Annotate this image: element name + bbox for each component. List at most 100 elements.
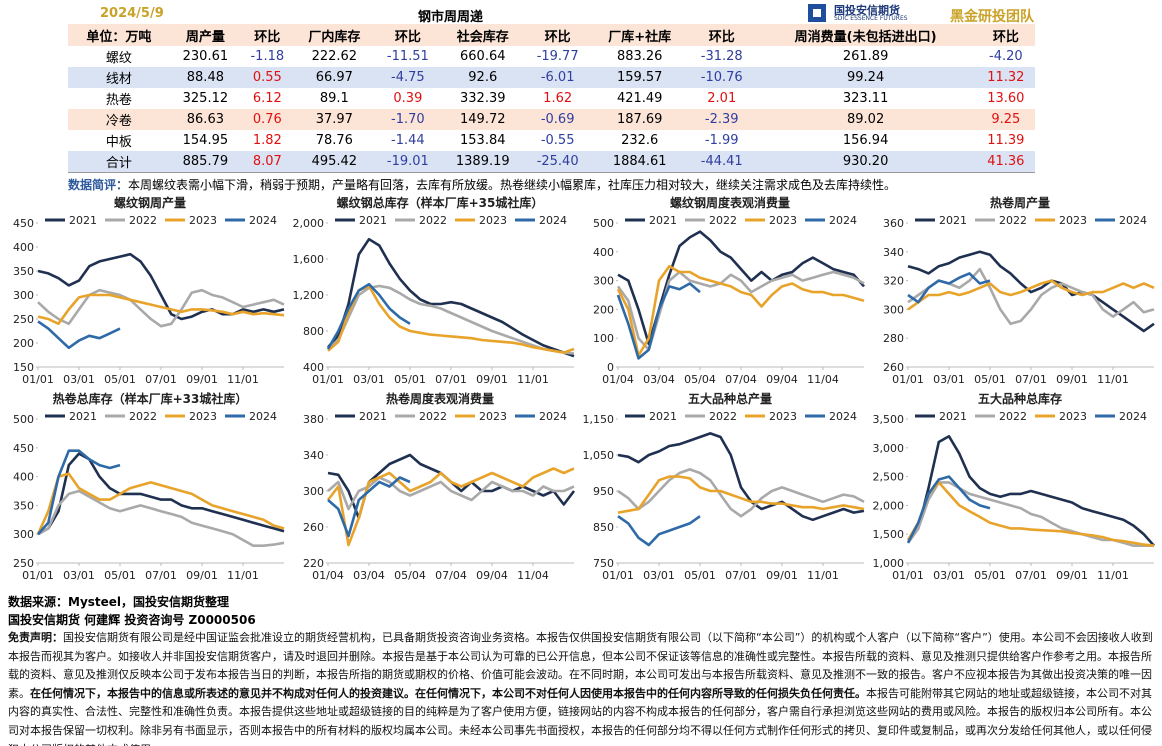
table-row: 线材 88.48 0.55 66.97 -4.75 92.6 -6.01 159.57 -10.…	[68, 67, 1035, 88]
table-cell: 325.12	[182, 91, 229, 106]
y-tick-label: 1,150	[583, 413, 615, 426]
table-cell: 6.12	[252, 91, 282, 106]
x-tick-label: 03/01	[933, 569, 965, 582]
table-row: 单位：万吨 周产量 环比 厂内库存 环比 社会库存 环比 厂库+社库 环比 周消费量(未包括进出口…	[68, 24, 1035, 46]
disclaimer-bold: 在任何情况下，本报告中的信息或所表述的意见并不构成对任何人的投资建议。在任何情况…	[30, 686, 866, 700]
table-row: 冷卷 86.63 0.76 37.97 -1.70 149.72 -0.69 187.69 -2…	[68, 109, 1035, 130]
y-tick-label: 100	[593, 332, 614, 345]
table-cell: 86.63	[169, 109, 241, 130]
series-line	[36, 472, 285, 535]
legend-label: 2023	[189, 214, 217, 227]
table-cell: 41.36	[976, 151, 1035, 173]
x-tick-label: 09/01	[1056, 373, 1088, 386]
legend-label: 2023	[189, 410, 217, 423]
series-line	[906, 481, 1155, 547]
legend-label: 2022	[129, 214, 157, 227]
table-cell: 222.62	[311, 49, 358, 64]
table-cell: 单位：万吨	[68, 24, 170, 46]
legend-label: 2022	[999, 214, 1027, 227]
x-tick-label: 07/01	[435, 373, 467, 386]
series-line	[37, 489, 285, 547]
x-tick-label: 03/01	[353, 373, 385, 386]
table-cell: 88.48	[169, 67, 241, 88]
y-tick-label: 450	[13, 217, 34, 230]
table-cell: 89.1	[319, 91, 349, 106]
table-cell: 环比	[688, 24, 755, 46]
y-tick-label: 260	[883, 361, 904, 374]
x-tick-label: 07/04	[435, 569, 467, 582]
series-line	[907, 279, 1155, 311]
x-tick-label: 11/01	[227, 373, 259, 386]
x-tick-label: 03/01	[643, 569, 675, 582]
y-tick-label: 150	[13, 361, 34, 374]
y-tick-label: 0	[607, 361, 614, 374]
table-cell: 153.84	[460, 133, 506, 148]
x-tick-label: 11/04	[517, 569, 549, 582]
x-tick-label: 03/01	[933, 373, 965, 386]
table-cell: -1.44	[391, 133, 425, 148]
series-line	[326, 282, 411, 350]
y-tick-label: 340	[303, 449, 324, 462]
series-line	[616, 264, 865, 357]
legend-label: 2021	[649, 214, 677, 227]
y-tick-label: 280	[883, 332, 904, 345]
table-cell: 37.97	[293, 109, 376, 130]
legend-label: 2023	[479, 410, 507, 423]
source: 数据来源：Mysteel，国投安信期货整理	[8, 595, 230, 609]
table-cell: 332.39	[460, 91, 506, 106]
chart-title: 热卷周度表观消费量	[386, 391, 494, 406]
legend-label: 2024	[1119, 214, 1147, 227]
table-cell: 495.42	[293, 151, 376, 173]
table-cell: -10.76	[688, 67, 755, 88]
series-line	[37, 252, 285, 321]
table-cell: 149.72	[440, 109, 525, 130]
x-tick-label: 09/04	[476, 569, 508, 582]
y-tick-label: 3,500	[873, 413, 905, 426]
author: 国投安信期货 何建辉 投资咨询号 Z0000506	[8, 613, 256, 627]
x-tick-label: 07/01	[145, 569, 177, 582]
x-tick-label: 09/04	[766, 373, 798, 386]
legend-label: 2024	[249, 214, 277, 227]
y-tick-label: 2,500	[873, 471, 905, 484]
table-cell: -1.99	[704, 133, 739, 148]
legend-label: 2024	[829, 214, 857, 227]
legend-label: 2023	[479, 214, 507, 227]
series-line	[617, 468, 865, 518]
series-line	[37, 293, 285, 326]
legend-label: 2021	[69, 214, 97, 227]
series-line	[907, 272, 991, 304]
table-cell: 1.62	[543, 91, 573, 106]
y-tick-label: 1,500	[873, 528, 905, 541]
series-line	[617, 475, 865, 514]
x-tick-label: 07/01	[145, 373, 177, 386]
table-cell: 0.55	[240, 67, 294, 88]
charts: 螺纹钢周产量 2021 2022 2023 2024 150 200 250 300 350 400…	[13, 195, 1155, 582]
x-tick-label: 11/01	[807, 569, 839, 582]
table-cell: 厂库+社库	[590, 24, 689, 46]
legend-label: 2022	[419, 214, 447, 227]
table-cell: 883.26	[616, 49, 663, 64]
y-tick-label: 340	[883, 246, 904, 259]
table-cell: 660.64	[460, 49, 506, 64]
table-row: 合计 885.79 8.07 495.42 -19.01 1389.19 -25.40 188…	[68, 151, 1035, 173]
summary-label: 数据简评：	[68, 178, 129, 192]
y-tick-label: 1,600	[293, 253, 325, 266]
table-cell: 合计	[68, 151, 170, 173]
x-tick-label: 09/01	[1056, 569, 1088, 582]
y-tick-label: 200	[13, 337, 34, 350]
table-row: 中板 154.95 1.82 78.76 -1.44 153.84 -0.55 232.6 -1…	[68, 130, 1035, 151]
table-cell: 154.95	[182, 133, 229, 148]
y-tick-label: 320	[883, 275, 904, 288]
legend-label: 2022	[709, 214, 737, 227]
x-tick-label: 07/04	[725, 373, 757, 386]
legend-label: 2021	[359, 410, 387, 423]
x-tick-label: 05/01	[684, 569, 716, 582]
y-tick-label: 750	[593, 557, 614, 570]
table-cell: 环比	[976, 24, 1035, 46]
date: 2024/5/9	[100, 6, 164, 21]
table-cell: 930.20	[754, 151, 977, 173]
y-tick-label: 400	[13, 471, 34, 484]
y-tick-label: 2,000	[293, 217, 325, 230]
table-cell: -2.39	[688, 109, 755, 130]
y-tick-label: 1,000	[873, 557, 905, 570]
